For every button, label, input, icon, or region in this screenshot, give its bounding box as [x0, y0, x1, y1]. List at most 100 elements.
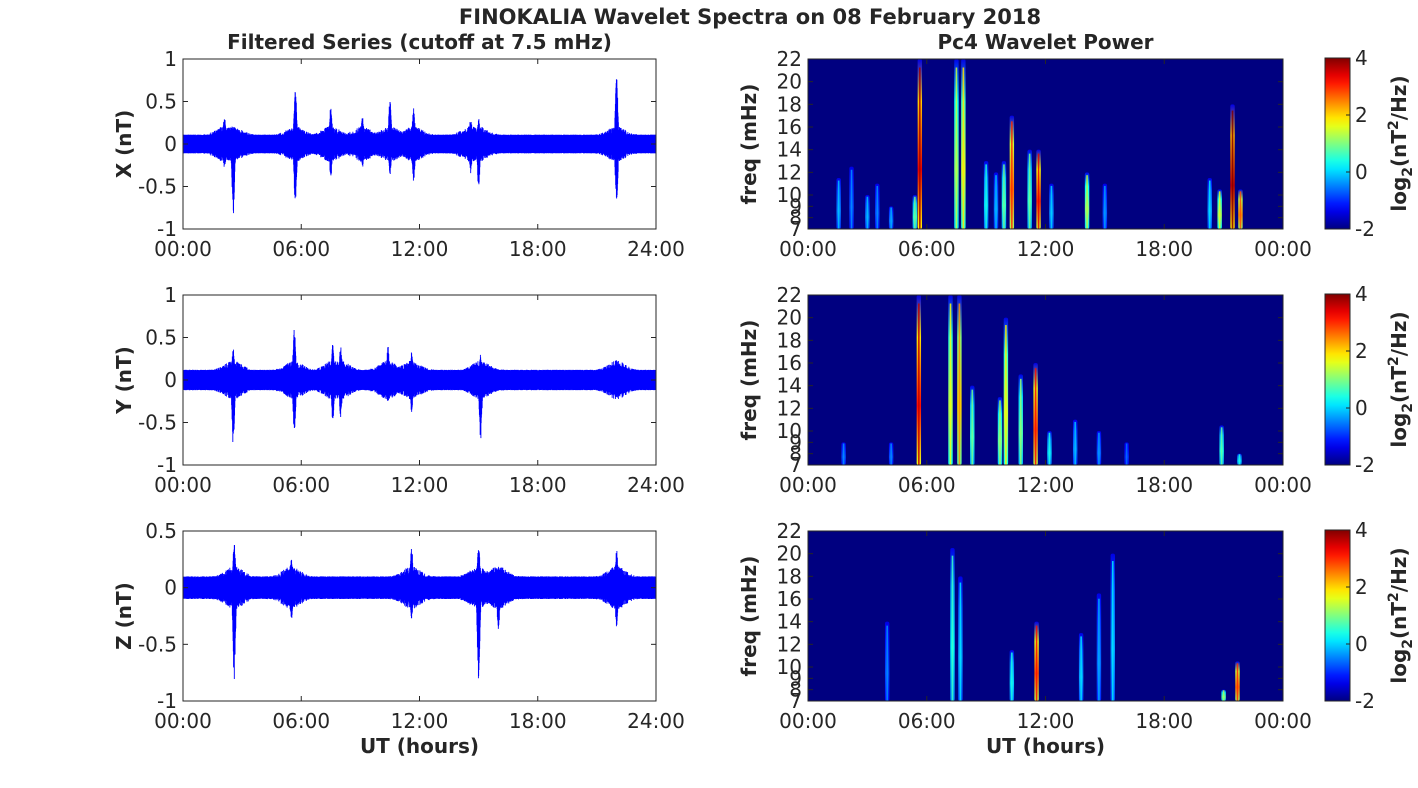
wavelet-streak-core: [914, 196, 916, 229]
wavelet-streak-core: [1238, 454, 1241, 465]
wavelet-streak-core: [1003, 164, 1005, 229]
series-axes-frame: [182, 530, 657, 702]
x-tick-label: 12:00: [1017, 473, 1075, 497]
wavelet-streak-core: [1034, 368, 1037, 465]
wavelet-streak-core: [890, 207, 892, 229]
y-tick-label: 20: [777, 542, 802, 566]
x-tick-label: 00:00: [154, 237, 212, 261]
wavelet-streak-core: [958, 303, 961, 465]
colorbar-label-part: /Hz): [1387, 75, 1411, 120]
y-tick-label: 12: [777, 396, 802, 420]
colorbar-tick-label: -2: [1355, 217, 1375, 241]
y-tick-label: -1: [157, 453, 177, 477]
y-tick-label: 18: [777, 92, 802, 116]
colorbar-label-part: 2: [1386, 120, 1402, 130]
colorbar-label-part: 2: [1400, 167, 1416, 177]
x-tick-label: 24:00: [627, 473, 685, 497]
chart-panels: 00:00 06:00 12:00 18:00 24:00 -1 -0.5 0 0.5 1 X (n…: [112, 30, 1416, 758]
y-tick-label: 9: [789, 666, 802, 690]
x-axis-label: UT (hours): [986, 734, 1105, 758]
heatmap-panel-z: 00:00 06:00 12:00 18:00 00:00789101214161820…: [737, 518, 1416, 758]
y-tick-label: 22: [777, 47, 802, 71]
wavelet-streak-core: [962, 67, 965, 229]
y-tick-label: 20: [777, 70, 802, 94]
wavelet-streak-core: [918, 303, 920, 465]
colorbar-label: log2(nT2/Hz): [1386, 311, 1416, 447]
colorbar-tick-label: 4: [1355, 282, 1368, 306]
y-tick-label: 7: [789, 217, 802, 241]
x-tick-label: 18:00: [1135, 237, 1193, 261]
colorbar-label: log2(nT2/Hz): [1386, 547, 1416, 683]
series-panel-z: 00:00 06:00 12:00 18:00 24:00 -1 -0.5 0 0.5 Z (nT…: [112, 519, 685, 758]
wavelet-streak-core: [1104, 185, 1106, 229]
wavelet-streak-core: [955, 67, 958, 229]
y-tick-label: 8: [789, 442, 802, 466]
y-tick-label: 7: [789, 453, 802, 477]
wavelet-streak-core: [1239, 191, 1242, 229]
figure-title: FINOKALIA Wavelet Spectra on 08 February…: [459, 5, 1041, 29]
wavelet-streak-core: [1098, 598, 1100, 701]
colorbar-tick-label: -2: [1355, 689, 1375, 713]
y-tick-label: 18: [777, 564, 802, 588]
x-tick-label: 06:00: [272, 237, 330, 261]
x-tick-label: 18:00: [509, 709, 567, 733]
wavelet-streak-core: [1231, 110, 1234, 229]
x-tick-label: 12:00: [391, 709, 449, 733]
wavelet-streak-core: [1222, 690, 1225, 701]
wavelet-streak-core: [1125, 443, 1128, 465]
colorbar-label-part: 2: [1386, 356, 1402, 366]
heatmap-background: [808, 59, 1283, 229]
x-tick-label: 18:00: [509, 473, 567, 497]
x-tick-label: 06:00: [898, 473, 956, 497]
wavelet-streak-core: [1218, 191, 1221, 229]
heatmap-panel-x: 00:00 06:00 12:00 18:00 00:00789101214161820…: [737, 30, 1416, 261]
wavelet-streak-core: [886, 625, 888, 701]
x-tick-label: 00:00: [1254, 709, 1312, 733]
y-axis-label: freq (mHz): [737, 320, 761, 441]
x-tick-label: 06:00: [272, 473, 330, 497]
y-tick-label: -0.5: [138, 411, 177, 435]
colorbar-tick-label: 4: [1355, 518, 1368, 542]
colorbar-label-part: (nT: [1387, 366, 1411, 403]
colorbar: [1324, 293, 1351, 466]
wavelet-streak-core: [1019, 378, 1022, 465]
heatmap-background: [808, 531, 1283, 701]
wavelet-streak-core: [971, 389, 974, 465]
wavelet-streak-core: [1050, 185, 1053, 229]
series-line-z: [183, 545, 656, 680]
wavelet-streak-core: [1086, 175, 1088, 229]
y-tick-label: 14: [777, 610, 802, 634]
y-tick-label: 1: [164, 283, 177, 307]
wavelet-streak-core: [1208, 180, 1211, 229]
x-tick-label: 12:00: [1017, 709, 1075, 733]
x-tick-label: 18:00: [1135, 709, 1193, 733]
x-tick-label: 18:00: [1135, 473, 1193, 497]
heatmap-background: [808, 295, 1283, 465]
wavelet-streak-core: [985, 164, 987, 229]
y-tick-label: 10: [777, 419, 802, 443]
y-tick-label: 0.5: [145, 519, 177, 543]
y-tick-label: 16: [777, 587, 802, 611]
wavelet-streak-core: [1236, 663, 1239, 701]
colorbar-tick-label: 2: [1355, 103, 1368, 127]
y-tick-label: 0: [164, 368, 177, 392]
wavelet-streak-core: [876, 185, 879, 229]
y-tick-label: 9: [789, 430, 802, 454]
y-tick-label: 10: [777, 655, 802, 679]
wavelet-streak-core: [999, 400, 1001, 465]
x-tick-label: 00:00: [779, 473, 837, 497]
colorbar-tick-label: 2: [1355, 575, 1368, 599]
series-panel-x: 00:00 06:00 12:00 18:00 24:00 -1 -0.5 0 0.5 1 X (n…: [112, 30, 685, 261]
y-tick-label: 8: [789, 206, 802, 230]
x-tick-label: 24:00: [627, 709, 685, 733]
x-tick-label: 00:00: [154, 709, 212, 733]
wavelet-streak-core: [1035, 625, 1038, 701]
colorbar-label-part: (nT: [1387, 602, 1411, 639]
y-tick-label: -1: [157, 689, 177, 713]
x-tick-label: 00:00: [779, 709, 837, 733]
wavelet-streak-core: [949, 303, 952, 465]
wavelet-streak-core: [1005, 325, 1007, 465]
y-tick-label: 9: [789, 194, 802, 218]
panel-title: Pc4 Wavelet Power: [937, 30, 1153, 54]
